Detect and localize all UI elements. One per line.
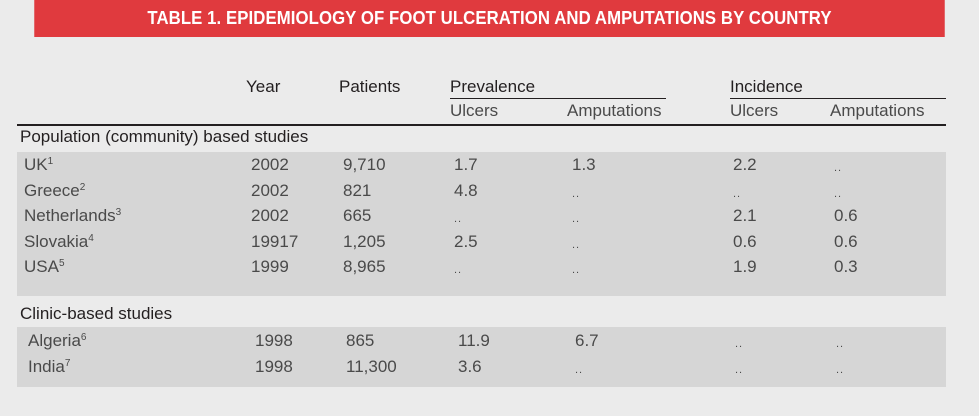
header-rule — [17, 124, 946, 126]
year-cell: 1999 — [251, 257, 289, 276]
inc-ulcers-cell: 0.6 — [733, 231, 757, 251]
section-label-clinic: Clinic-based studies — [20, 304, 173, 323]
header-prev-ulcers: Ulcers — [450, 101, 499, 120]
country-cell: Slovakia4 — [24, 232, 94, 252]
prev-amputations-cell: 1.3 — [572, 155, 596, 174]
prevalence-underline — [450, 98, 666, 99]
section-band-population — [17, 152, 946, 296]
inc-amputations-cell: .. — [834, 187, 843, 200]
country-name: Slovakia — [24, 231, 89, 251]
country-cell: USA5 — [24, 257, 65, 277]
inc-amputations-cell: 0.6 — [834, 231, 858, 251]
prev-ulcers-cell: 3.6 — [458, 357, 482, 376]
prev-amputations-cell: .. — [572, 238, 581, 251]
inc-ulcers-cell: 1.9 — [733, 257, 757, 276]
incidence-underline — [730, 98, 946, 99]
patients-cell: 9,710 — [343, 155, 386, 174]
prev-amputations-cell: .. — [572, 264, 581, 276]
country-name: Netherlands — [24, 206, 116, 225]
patients-cell: 8,965 — [343, 257, 386, 276]
year-cell: 1998 — [255, 331, 293, 350]
prev-ulcers-cell: 2.5 — [454, 231, 478, 251]
country-cell: Algeria6 — [28, 331, 86, 351]
table-title: TABLE 1. EPIDEMIOLOGY OF FOOT ULCERATION… — [34, 0, 945, 37]
country-name: Algeria — [28, 331, 81, 350]
country-cell: UK1 — [24, 155, 53, 175]
reference-number: 5 — [58, 258, 65, 269]
prev-ulcers-cell: .. — [454, 264, 463, 276]
patients-cell: 865 — [346, 331, 375, 350]
inc-ulcers-cell: 2.1 — [733, 206, 757, 225]
inc-ulcers-cell: .. — [735, 364, 744, 376]
header-year: Year — [246, 77, 281, 96]
header-prev-amputations: Amputations — [567, 101, 662, 120]
country-name: UK — [24, 155, 48, 174]
prev-amputations-cell: .. — [572, 213, 581, 225]
prev-ulcers-cell: 4.8 — [454, 180, 478, 200]
prev-amputations-cell: .. — [572, 187, 581, 200]
inc-amputations-cell: .. — [836, 364, 845, 376]
country-cell: Greece2 — [24, 181, 85, 201]
country-name: USA — [24, 257, 59, 276]
country-cell: India7 — [28, 357, 70, 377]
year-cell: 2002 — [251, 180, 289, 200]
year-cell: 2002 — [251, 155, 289, 174]
patients-cell: 821 — [343, 180, 372, 200]
section-band-clinic — [17, 327, 946, 387]
patients-cell: 1,205 — [343, 231, 386, 251]
inc-amputations-cell: .. — [834, 162, 843, 174]
header-prevalence: Prevalence — [450, 77, 536, 96]
header-inc-amputations: Amputations — [830, 101, 925, 120]
prev-ulcers-cell: .. — [454, 213, 463, 225]
patients-cell: 11,300 — [346, 357, 397, 376]
header-patients: Patients — [339, 77, 401, 96]
inc-amputations-cell: .. — [836, 338, 845, 350]
inc-amputations-cell: 0.6 — [834, 206, 858, 225]
prev-ulcers-cell: 1.7 — [454, 155, 478, 174]
inc-ulcers-cell: 2.2 — [733, 155, 757, 174]
inc-ulcers-cell: .. — [733, 187, 742, 200]
reference-number: 6 — [80, 332, 87, 343]
reference-number: 2 — [79, 181, 86, 193]
header-inc-ulcers: Ulcers — [730, 101, 779, 120]
country-name: India — [28, 357, 65, 376]
patients-cell: 665 — [343, 206, 372, 225]
inc-amputations-cell: 0.3 — [834, 257, 858, 276]
reference-number: 1 — [47, 156, 54, 167]
section-label-population: Population (community) based studies — [20, 127, 309, 146]
year-cell: 2002 — [251, 206, 289, 225]
prev-amputations-cell: .. — [575, 364, 584, 376]
country-cell: Netherlands3 — [24, 206, 121, 226]
reference-number: 4 — [88, 232, 94, 244]
year-cell: 1998 — [255, 357, 293, 376]
prev-ulcers-cell: 11.9 — [458, 331, 490, 350]
prev-amputations-cell: 6.7 — [575, 331, 599, 350]
reference-number: 3 — [115, 207, 122, 218]
inc-ulcers-cell: .. — [735, 338, 744, 350]
year-cell: 19917 — [251, 231, 299, 251]
reference-number: 7 — [64, 358, 71, 369]
country-name: Greece — [24, 180, 80, 200]
header-incidence: Incidence — [730, 77, 803, 96]
